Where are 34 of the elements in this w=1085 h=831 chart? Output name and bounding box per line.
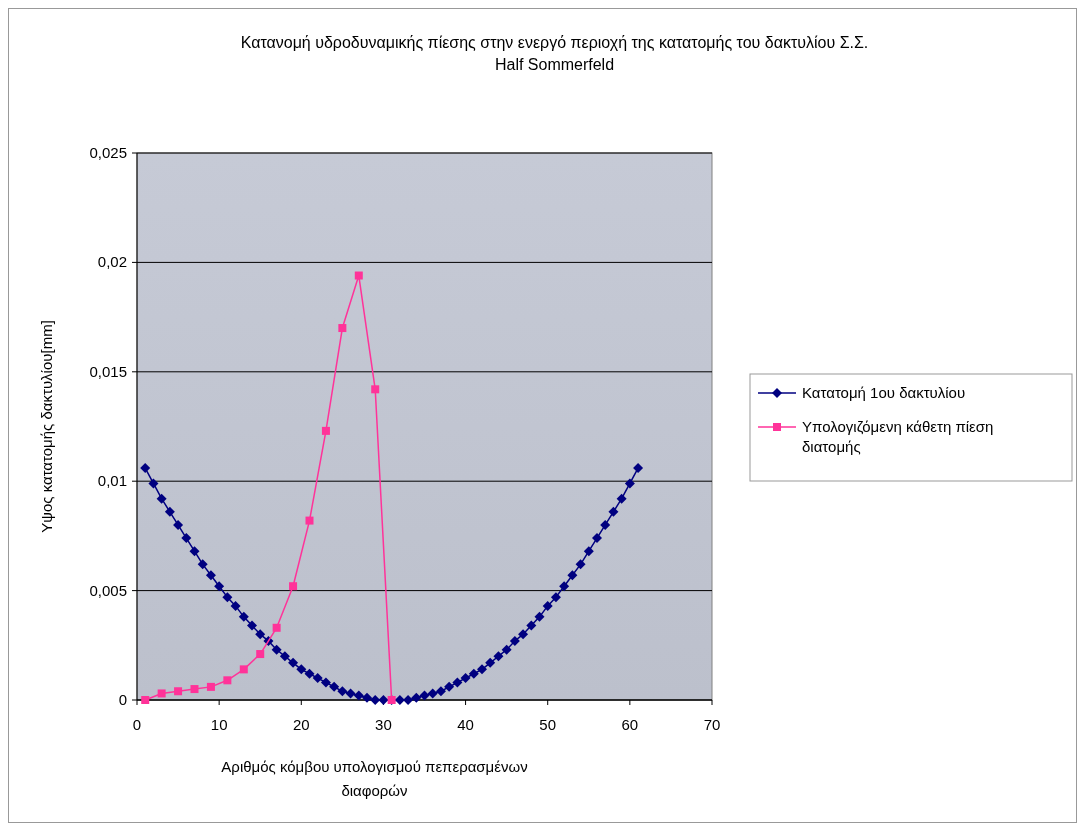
point bbox=[272, 623, 281, 632]
x-tick-label: 40 bbox=[457, 716, 474, 733]
x-tick-label: 50 bbox=[539, 716, 557, 733]
x-axis-title: Αριθμός κόμβου υπολογισμού πεπερασμένων διαφορών bbox=[221, 758, 528, 799]
y-tick-label: 0,005 bbox=[89, 581, 127, 599]
point bbox=[157, 689, 166, 698]
x-tick-label: 20 bbox=[292, 716, 310, 733]
x-tick-label: 30 bbox=[375, 716, 392, 733]
point bbox=[190, 685, 199, 694]
point bbox=[141, 696, 150, 704]
point bbox=[371, 385, 380, 394]
y-tick-label: 0,025 bbox=[89, 144, 127, 161]
y-tick-label: 0,01 bbox=[97, 472, 127, 490]
point bbox=[223, 676, 232, 685]
x-tick-label: 70 bbox=[703, 716, 721, 733]
point bbox=[206, 682, 215, 691]
point bbox=[321, 426, 330, 435]
legend-label: Υπολογιζόμενη κάθετη πίεση διατομής bbox=[802, 418, 994, 455]
point bbox=[174, 687, 183, 696]
point bbox=[256, 650, 265, 659]
y-tick-label: 0,02 bbox=[97, 253, 127, 271]
y-tick-label: 0,015 bbox=[89, 362, 127, 380]
point bbox=[354, 271, 363, 280]
x-tick-label: 60 bbox=[621, 716, 639, 733]
x-tick-label: 0 bbox=[132, 716, 142, 733]
x-tick-label: 10 bbox=[210, 716, 228, 733]
point bbox=[305, 516, 314, 525]
y-axis-title: Υψος κατατομής δακτυλίου[mm] bbox=[38, 320, 55, 533]
chart-title: Κατανομή υδροδυναμικής πίεσης στην ενεργό περιοχή της κατατομής του δακτυλίου Σ.Σ. Half Sommerfeld bbox=[240, 34, 869, 73]
point bbox=[338, 324, 347, 333]
legend-label: Κατατομή 1ου δακτυλίου bbox=[802, 384, 966, 401]
point bbox=[239, 665, 248, 674]
point bbox=[289, 582, 298, 591]
y-tick-label: 0 bbox=[118, 691, 127, 708]
